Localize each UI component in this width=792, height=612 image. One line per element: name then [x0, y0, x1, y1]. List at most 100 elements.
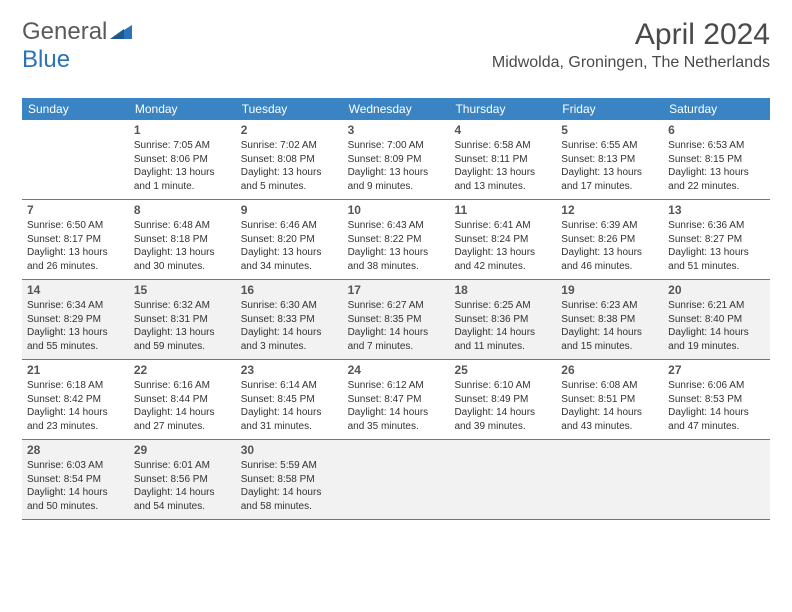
day-number: 7 [27, 203, 124, 217]
location: Midwolda, Groningen, The Netherlands [492, 54, 770, 72]
day-cell: 12 Sunrise: 6:39 AMSunset: 8:26 PMDayligh… [556, 200, 663, 279]
day-detail: Sunrise: 6:50 AMSunset: 8:17 PMDaylight:… [27, 219, 124, 273]
day-cell: 1Sunrise: 7:05 AMSunset: 8:06 PMDaylight… [129, 120, 236, 199]
day-cell: 2 Sunrise: 7:02 AMSunset: 8:08 PMDaylight… [236, 120, 343, 199]
day-cell: 21Sunrise: 6:18 AMSunset: 8:42 PMDayligh… [22, 360, 129, 439]
day-cell: 20 Sunrise: 6:21 AMSunset: 8:40 PMDayligh… [663, 280, 770, 359]
weeks-container: 1Sunrise: 7:05 AMSunset: 8:06 PMDaylight… [22, 120, 770, 520]
day-number: 17 [348, 283, 445, 297]
day-detail: Sunrise: 6:01 AMSunset: 8:56 PMDaylight:… [134, 459, 231, 513]
day-detail: Sunrise: 6:30 AMSunset: 8:33 PMDaylight:… [241, 299, 338, 353]
day-number: 21 [27, 363, 124, 377]
week-row: 21Sunrise: 6:18 AMSunset: 8:42 PMDayligh… [22, 360, 770, 440]
day-detail: Sunrise: 6:21 AMSunset: 8:40 PMDaylight:… [668, 299, 765, 353]
day-detail: Sunrise: 6:23 AMSunset: 8:38 PMDaylight:… [561, 299, 658, 353]
logo-text-general: General [22, 18, 107, 46]
day-detail: Sunrise: 6:46 AMSunset: 8:20 PMDaylight:… [241, 219, 338, 273]
day-number: 13 [668, 203, 765, 217]
day-number: 10 [348, 203, 445, 217]
day-detail: Sunrise: 6:27 AMSunset: 8:35 PMDaylight:… [348, 299, 445, 353]
day-number: 23 [241, 363, 338, 377]
logo-blue-row: Blue [22, 46, 70, 74]
day-number: 15 [134, 283, 231, 297]
day-detail: Sunrise: 6:25 AMSunset: 8:36 PMDaylight:… [454, 299, 551, 353]
title-block: April 2024 Midwolda, Groningen, The Neth… [492, 18, 770, 72]
day-cell: 8Sunrise: 6:48 AMSunset: 8:18 PMDaylight… [129, 200, 236, 279]
day-detail: Sunrise: 6:32 AMSunset: 8:31 PMDaylight:… [134, 299, 231, 353]
day-detail: Sunrise: 6:34 AMSunset: 8:29 PMDaylight:… [27, 299, 124, 353]
weekday-header: Friday [556, 98, 663, 120]
day-detail: Sunrise: 6:16 AMSunset: 8:44 PMDaylight:… [134, 379, 231, 433]
calendar: SundayMondayTuesdayWednesdayThursdayFrid… [22, 98, 770, 520]
month-title: April 2024 [492, 18, 770, 52]
day-number: 2 [241, 123, 338, 137]
day-number: 19 [561, 283, 658, 297]
day-cell: 5 Sunrise: 6:55 AMSunset: 8:13 PMDaylight… [556, 120, 663, 199]
day-number: 24 [348, 363, 445, 377]
day-detail: Sunrise: 5:59 AMSunset: 8:58 PMDaylight:… [241, 459, 338, 513]
day-number: 29 [134, 443, 231, 457]
day-detail: Sunrise: 7:05 AMSunset: 8:06 PMDaylight:… [134, 139, 231, 193]
day-detail: Sunrise: 6:12 AMSunset: 8:47 PMDaylight:… [348, 379, 445, 433]
day-number: 30 [241, 443, 338, 457]
day-detail: Sunrise: 6:10 AMSunset: 8:49 PMDaylight:… [454, 379, 551, 433]
day-cell: 23Sunrise: 6:14 AMSunset: 8:45 PMDayligh… [236, 360, 343, 439]
day-cell [449, 440, 556, 519]
day-cell: 10Sunrise: 6:43 AMSunset: 8:22 PMDayligh… [343, 200, 450, 279]
day-number: 22 [134, 363, 231, 377]
weekday-header: Tuesday [236, 98, 343, 120]
day-detail: Sunrise: 6:53 AMSunset: 8:15 PMDaylight:… [668, 139, 765, 193]
day-cell [343, 440, 450, 519]
day-cell: 25 Sunrise: 6:10 AMSunset: 8:49 PMDayligh… [449, 360, 556, 439]
day-cell: 17 Sunrise: 6:27 AMSunset: 8:35 PMDayligh… [343, 280, 450, 359]
week-row: 28Sunrise: 6:03 AMSunset: 8:54 PMDayligh… [22, 440, 770, 520]
header: General April 2024 Midwolda, Groningen, … [22, 18, 770, 72]
day-cell: 28Sunrise: 6:03 AMSunset: 8:54 PMDayligh… [22, 440, 129, 519]
weekday-header: Monday [129, 98, 236, 120]
day-cell: 7 Sunrise: 6:50 AMSunset: 8:17 PMDaylight… [22, 200, 129, 279]
day-detail: Sunrise: 6:06 AMSunset: 8:53 PMDaylight:… [668, 379, 765, 433]
day-number: 14 [27, 283, 124, 297]
day-number: 20 [668, 283, 765, 297]
day-detail: Sunrise: 6:39 AMSunset: 8:26 PMDaylight:… [561, 219, 658, 273]
day-number: 8 [134, 203, 231, 217]
weekday-header: Thursday [449, 98, 556, 120]
day-number: 3 [348, 123, 445, 137]
day-cell: 4Sunrise: 6:58 AMSunset: 8:11 PMDaylight… [449, 120, 556, 199]
day-number: 26 [561, 363, 658, 377]
day-detail: Sunrise: 7:00 AMSunset: 8:09 PMDaylight:… [348, 139, 445, 193]
day-detail: Sunrise: 6:08 AMSunset: 8:51 PMDaylight:… [561, 379, 658, 433]
day-cell: 19 Sunrise: 6:23 AMSunset: 8:38 PMDayligh… [556, 280, 663, 359]
day-number: 16 [241, 283, 338, 297]
day-cell: 9 Sunrise: 6:46 AMSunset: 8:20 PMDaylight… [236, 200, 343, 279]
day-detail: Sunrise: 6:03 AMSunset: 8:54 PMDaylight:… [27, 459, 124, 513]
week-row: 14 Sunrise: 6:34 AMSunset: 8:29 PMDayligh… [22, 280, 770, 360]
day-detail: Sunrise: 6:55 AMSunset: 8:13 PMDaylight:… [561, 139, 658, 193]
day-detail: Sunrise: 6:58 AMSunset: 8:11 PMDaylight:… [454, 139, 551, 193]
logo-triangle-icon [110, 21, 132, 44]
day-cell: 15 Sunrise: 6:32 AMSunset: 8:31 PMDayligh… [129, 280, 236, 359]
weekday-header: Saturday [663, 98, 770, 120]
logo: General [22, 18, 132, 46]
day-cell [663, 440, 770, 519]
logo-text-blue: Blue [22, 46, 70, 73]
day-detail: Sunrise: 6:36 AMSunset: 8:27 PMDaylight:… [668, 219, 765, 273]
day-cell: 3 Sunrise: 7:00 AMSunset: 8:09 PMDaylight… [343, 120, 450, 199]
day-number: 5 [561, 123, 658, 137]
week-row: 7 Sunrise: 6:50 AMSunset: 8:17 PMDaylight… [22, 200, 770, 280]
day-cell: 22 Sunrise: 6:16 AMSunset: 8:44 PMDayligh… [129, 360, 236, 439]
day-number: 9 [241, 203, 338, 217]
day-number: 11 [454, 203, 551, 217]
day-detail: Sunrise: 6:41 AMSunset: 8:24 PMDaylight:… [454, 219, 551, 273]
day-cell: 18 Sunrise: 6:25 AMSunset: 8:36 PMDayligh… [449, 280, 556, 359]
day-cell: 26 Sunrise: 6:08 AMSunset: 8:51 PMDayligh… [556, 360, 663, 439]
day-number: 12 [561, 203, 658, 217]
day-number: 18 [454, 283, 551, 297]
day-detail: Sunrise: 7:02 AMSunset: 8:08 PMDaylight:… [241, 139, 338, 193]
day-number: 6 [668, 123, 765, 137]
day-number: 25 [454, 363, 551, 377]
day-cell: 14 Sunrise: 6:34 AMSunset: 8:29 PMDayligh… [22, 280, 129, 359]
day-cell: 30 Sunrise: 5:59 AMSunset: 8:58 PMDayligh… [236, 440, 343, 519]
day-number: 27 [668, 363, 765, 377]
day-cell [22, 120, 129, 199]
